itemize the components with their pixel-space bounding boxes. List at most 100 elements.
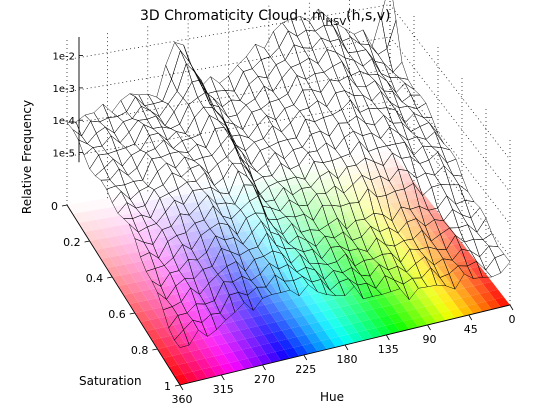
floor-tile	[346, 284, 362, 295]
floor-tile	[147, 189, 163, 200]
floor-tile	[335, 240, 351, 250]
x-tick-labels: 360 315 270 225 180 135 90 45 0	[172, 304, 516, 406]
surface-cell	[296, 74, 313, 91]
floor-tile	[419, 268, 435, 279]
surface-cell	[404, 83, 421, 96]
floor-tile	[464, 286, 480, 296]
floor-tile	[187, 250, 203, 261]
surface-cell	[278, 30, 295, 61]
surface-cell	[270, 46, 286, 65]
saturation-tick-label: 0	[51, 200, 58, 213]
floor-tile	[361, 290, 377, 302]
floor-tile	[237, 308, 252, 320]
floor-tile	[178, 252, 194, 263]
floor-tile	[187, 360, 202, 372]
surface-cell	[341, 99, 357, 124]
floor-tile	[153, 198, 169, 209]
floor-tile	[213, 304, 229, 315]
floor-tile	[407, 225, 423, 235]
floor-tile	[181, 271, 197, 282]
floor-tile	[449, 308, 465, 319]
floor-tile	[190, 349, 206, 361]
floor-tile	[210, 207, 225, 218]
floor-tile	[189, 192, 205, 203]
surface-cell	[203, 106, 219, 121]
floor-tile	[67, 203, 82, 214]
floor-tile	[248, 219, 264, 230]
floor-tile	[323, 196, 339, 206]
floor-tile	[262, 254, 278, 265]
surface-cell	[377, 48, 394, 73]
floor-tile	[327, 159, 343, 169]
floor-tile	[229, 360, 245, 372]
surface-cell	[326, 49, 343, 67]
surface-cell	[275, 107, 291, 133]
z-axis-label: Relative Frequency	[20, 100, 34, 214]
floor-tile	[265, 273, 281, 284]
floor-tile	[333, 167, 349, 177]
floor-tile	[125, 232, 141, 244]
surface-cell	[392, 122, 409, 141]
floor-tile	[238, 358, 254, 370]
floor-tile	[395, 236, 411, 247]
floor-tile	[165, 186, 181, 197]
floor-tile	[84, 230, 99, 241]
floor-tile	[156, 217, 171, 228]
floor-tile	[336, 157, 352, 168]
floor-tile	[198, 297, 214, 309]
hue-tick-mark	[468, 314, 473, 321]
saturation-tick-mark	[129, 312, 135, 315]
surface-cell	[425, 131, 442, 148]
surface-cell	[485, 257, 502, 278]
hue-tick-label: 0	[509, 313, 516, 326]
floor-tile	[412, 316, 428, 328]
floor-tile	[431, 229, 447, 240]
floor-tile	[449, 252, 465, 263]
floor-tile	[421, 314, 437, 325]
surface-cell	[148, 171, 164, 190]
surface-cell	[341, 61, 358, 87]
floor-tile	[108, 206, 124, 217]
floor-tile	[188, 329, 203, 341]
surface-cell	[316, 142, 333, 163]
floor-tile	[281, 222, 297, 233]
surface-cell	[190, 134, 207, 149]
surface-cell	[147, 93, 164, 104]
floor-tile	[398, 227, 414, 237]
surface-cell	[264, 30, 280, 58]
floor-tile	[265, 351, 281, 363]
floor-tile	[278, 204, 294, 215]
surface-layer	[66, 0, 511, 348]
floor-tile	[385, 294, 401, 305]
surface-cell	[184, 156, 200, 169]
hue-tick-mark	[179, 384, 184, 391]
floor-tile	[171, 303, 186, 315]
surface-cell	[368, 107, 385, 126]
floor-tile	[419, 241, 435, 251]
floor-tile	[246, 306, 262, 318]
floor-tile	[273, 196, 288, 206]
floor-tile	[200, 316, 216, 328]
floor-tile	[360, 319, 376, 331]
floor-tile	[223, 272, 239, 283]
floor-tile	[183, 183, 199, 194]
floor-tile	[368, 214, 384, 225]
floor-tile	[275, 214, 291, 225]
floor-tile	[347, 228, 363, 239]
floor-tile	[330, 336, 345, 348]
floor-tile	[119, 253, 134, 265]
floor-tile	[281, 328, 297, 339]
surface-cell	[93, 103, 109, 123]
floor-tile	[157, 266, 173, 277]
floor-tile	[117, 204, 133, 215]
floor-tile	[264, 197, 279, 208]
surface-cell	[350, 36, 367, 52]
floor-tile	[107, 236, 123, 247]
floor-tile	[446, 290, 462, 301]
floor-tile	[186, 202, 201, 213]
floor-tile	[168, 283, 184, 295]
surface-cell	[164, 111, 180, 129]
floor-tile	[104, 246, 119, 258]
floor-tile	[356, 199, 372, 209]
floor-tile	[317, 215, 333, 226]
